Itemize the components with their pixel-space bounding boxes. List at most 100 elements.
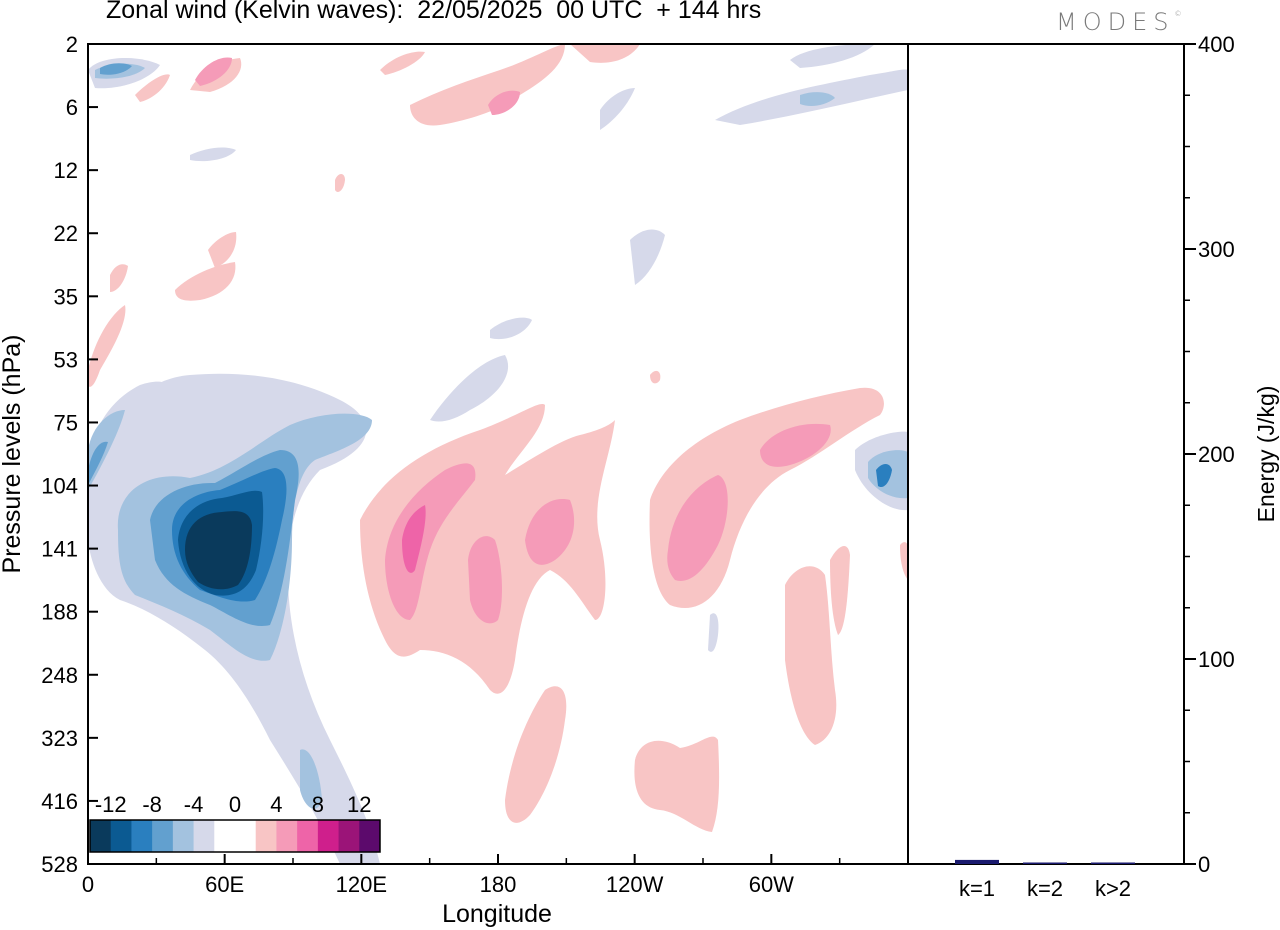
pressure-axis: 2 6 12 22 35 53 75 104 141 188 248 323 416 528: [41, 32, 98, 877]
colorbar-label: 12: [347, 792, 371, 817]
contour-pos-6: [402, 505, 426, 573]
y-tick-label: 141: [41, 537, 78, 562]
contour-pos-2-dot-a: [335, 174, 345, 192]
y-tick-label: 12: [54, 158, 78, 183]
energy-bar: [1091, 862, 1135, 864]
contour-neg-2-small-a: [190, 147, 236, 162]
y-tick-label: 416: [41, 789, 78, 814]
x-tick-label: 60E: [205, 872, 244, 897]
brand-text: MODES: [1056, 8, 1175, 36]
contour-pos-2-bottom-b: [634, 736, 720, 832]
contour-neg-8-right: [876, 464, 892, 488]
brand-logo: MODES©: [1056, 8, 1182, 36]
contour-pos-4-a: [385, 463, 476, 620]
colorbar-swatch: [90, 820, 112, 852]
y-tick-label: 528: [41, 852, 78, 877]
y-tick-label: 35: [54, 284, 78, 309]
colorbar-label: -4: [184, 792, 204, 817]
energy-bar-label: k=1: [959, 876, 995, 901]
energy-tick-label: 100: [1198, 647, 1235, 672]
energy-bar: [955, 859, 999, 864]
contour-pos-2-left-b: [175, 262, 236, 301]
x-tick-label: 60W: [749, 872, 794, 897]
x-tick-label: 180: [480, 872, 517, 897]
y-axis-title: Pressure levels (hPa): [0, 335, 26, 574]
contour-pos-2-top-d: [135, 74, 170, 102]
y-tick-label: 22: [54, 221, 78, 246]
colorbar-swatch: [131, 820, 153, 852]
colorbar-swatch: [338, 820, 360, 852]
contour-neg-6-top: [100, 63, 132, 75]
contour-pos-2-left-c: [208, 232, 237, 268]
colorbar-swatch: [110, 820, 132, 852]
contour-pos-2-lower-right: [785, 566, 837, 745]
contour-pos-2-top-b: [410, 44, 565, 126]
contour-pos-4-top-a: [488, 90, 520, 115]
colorbar-swatch: [359, 820, 381, 852]
energy-axis-title: Energy (J/kg): [1253, 386, 1279, 523]
y-tick-label: 75: [54, 410, 78, 435]
contour-pos-2-top-e: [570, 44, 640, 63]
colorbar-label: -8: [142, 792, 162, 817]
colorbar-swatch: [214, 820, 236, 852]
contour-pos-2-bottom-a: [505, 686, 567, 823]
energy-tick-label: 0: [1198, 852, 1210, 877]
contour-pos-4-d: [667, 475, 728, 581]
x-tick-label: 120E: [336, 872, 387, 897]
colorbar-label: 4: [270, 792, 282, 817]
colorbar-frame: [89, 819, 381, 853]
colorbar-swatch: [276, 820, 298, 852]
y-tick-label: 188: [41, 600, 78, 625]
colorbar-swatch: [172, 820, 195, 852]
energy-tick-label: 400: [1198, 32, 1235, 57]
y-tick-label: 323: [41, 726, 78, 751]
contour-neg-2-mid: [630, 229, 665, 285]
longitude-axis: 0 60E 120E 180 120W 60W: [82, 854, 841, 897]
contour-pos-2-left-a: [88, 305, 126, 387]
colorbar-label: 8: [312, 792, 324, 817]
contour-pos-2-right-edge: [900, 542, 908, 580]
energy-axis: 0 100 200 300 400: [1184, 32, 1235, 877]
contour-field: [88, 44, 908, 864]
y-tick-label: 248: [41, 663, 78, 688]
chart-title: Zonal wind (Kelvin waves): 22/05/2025 00…: [106, 0, 762, 24]
colorbar-swatch: [297, 820, 319, 852]
colorbar: -12 -8 -4 0 4 8 12: [89, 792, 381, 853]
colorbar-swatch: [235, 820, 257, 852]
x-tick-label: 120W: [606, 872, 664, 897]
contour-pos-4-c: [525, 499, 575, 565]
contour-pos-2-top-c: [380, 51, 425, 75]
y-tick-label: 2: [66, 32, 78, 57]
contour-pos-2-lower-right-b: [830, 545, 850, 635]
contour-neg-4-top: [800, 92, 835, 106]
energy-bar-label: k>2: [1095, 876, 1131, 901]
contour-pos-4-b: [468, 536, 502, 624]
colorbar-swatch: [152, 820, 174, 852]
y-tick-label: 6: [66, 95, 78, 120]
contour-pos-4-top-b: [195, 57, 232, 86]
contour-neg-2-top-c: [790, 44, 875, 68]
contour-neg-2-small-d: [708, 613, 719, 652]
contour-pos-2-dot-b: [650, 370, 661, 384]
colorbar-label: -12: [95, 792, 127, 817]
contour-neg-2-small-c: [600, 88, 635, 130]
colorbar-swatch: [193, 820, 215, 852]
contour-neg-6-upper: [88, 441, 108, 485]
y-tick-label: 53: [54, 347, 78, 372]
energy-tick-label: 300: [1198, 237, 1235, 262]
contour-pos-4-e: [760, 423, 831, 467]
energy-bar: [1023, 862, 1067, 864]
contour-neg-4-lower: [300, 749, 322, 809]
energy-bars: k=1 k=2 k>2: [955, 859, 1135, 901]
x-axis-title: Longitude: [442, 900, 552, 928]
contour-neg-2-small-b: [490, 317, 532, 340]
y-tick-label: 104: [41, 474, 78, 499]
colorbar-swatch: [255, 820, 277, 852]
energy-tick-label: 200: [1198, 442, 1235, 467]
colorbar-label: 0: [229, 792, 241, 817]
contour-pos-2-left-d: [110, 264, 128, 292]
colorbar-swatch: [317, 820, 340, 852]
x-tick-label: 0: [82, 872, 94, 897]
contour-neg-4-upper: [88, 410, 125, 490]
